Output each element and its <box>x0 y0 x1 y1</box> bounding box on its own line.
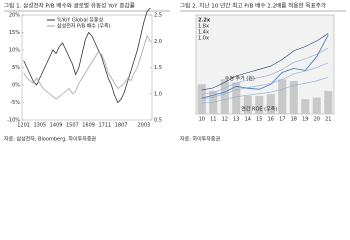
x-tick-label: 2003 <box>138 123 151 129</box>
series-line <box>201 77 329 104</box>
x-tick-label: 12 <box>222 117 228 123</box>
x-tick-label: 1507 <box>66 123 79 129</box>
bar <box>266 94 275 114</box>
chart-title: 그림 1. 삼성전자 P/B 배수와 글로벌 유동성 YoY 증감률 <box>4 2 135 10</box>
y-tick-label: 15% <box>9 30 20 36</box>
series-label: 연간 ROE (우측) <box>241 106 277 113</box>
y-tick-label: 5% <box>12 65 20 71</box>
y2-tick-label: 1.5 <box>154 65 162 71</box>
x-tick-label: 19 <box>302 117 308 123</box>
bar <box>220 79 229 114</box>
y-tick-label: 20% <box>9 13 20 19</box>
y2-tick-label: 1.0 <box>154 91 162 97</box>
chart: 그림 1. 삼성전자 P/B 배수와 글로벌 유동성 YoY 증감률 그림 2.… <box>4 2 346 143</box>
x-tick-label: 20 <box>314 117 320 123</box>
series-label: 수정 주가 (원) <box>225 75 255 82</box>
x-tick-label: 13 <box>233 117 239 123</box>
series-line <box>201 33 329 91</box>
y2-tick-label: 2.0 <box>154 39 162 45</box>
source: 자료: 하이투자증권 <box>180 136 220 143</box>
bar <box>324 90 333 114</box>
y-tick-label: -5% <box>10 100 20 106</box>
legend-label: 삼성전자 P/B 배수 (우측) <box>57 23 111 30</box>
x-tick-label: 1807 <box>115 123 128 129</box>
x-tick-label: 1609 <box>82 123 95 129</box>
plot-area <box>195 14 335 115</box>
x-tick-label: 1711 <box>99 123 112 129</box>
x-tick-label: 1409 <box>50 123 63 129</box>
y-tick-label: -10% <box>7 118 20 124</box>
y2-tick-label: 2.5 <box>154 13 162 19</box>
series-label: 2.2x <box>198 18 211 24</box>
series-label: 1.0x <box>198 36 209 42</box>
bar <box>209 90 218 114</box>
page: 그림 1. 삼성전자 P/B 배수와 글로벌 유동성 YoY 증감률 그림 2.… <box>4 1 346 143</box>
bar <box>312 97 321 114</box>
series-line <box>201 34 329 99</box>
bar <box>255 95 264 114</box>
plot-area <box>21 14 153 121</box>
bar <box>197 84 206 114</box>
bar <box>289 81 298 114</box>
x-tick-label: 1305 <box>34 123 47 129</box>
x-tick-label: 14 <box>245 117 251 123</box>
x-tick-label: 16 <box>268 117 274 123</box>
x-tick-label: 1201 <box>17 123 30 129</box>
x-tick-label: 11 <box>210 117 216 123</box>
bar <box>232 82 241 114</box>
bar <box>301 99 310 114</box>
y-tick-label: 0% <box>12 83 20 89</box>
y2-tick-label: 0.5 <box>154 118 162 124</box>
x-tick-label: 18 <box>291 117 297 123</box>
series-line <box>23 7 151 104</box>
series-line <box>201 47 329 95</box>
x-tick-label: 10 <box>199 117 205 123</box>
bar <box>278 79 287 114</box>
bar <box>243 95 252 114</box>
source: 자료: 삼성전자, Bloomberg, 하이투자증권 <box>4 136 96 143</box>
y-tick-label: 10% <box>9 48 20 54</box>
x-tick-label: 21 <box>325 117 331 123</box>
x-tick-label: 15 <box>256 117 262 123</box>
x-tick-label: 17 <box>279 117 285 123</box>
series-label: 1.4x <box>198 30 209 36</box>
series-line <box>201 62 329 100</box>
series-line <box>23 35 151 100</box>
chart-title: 그림 2. 지난 10 년간 최고 P/B 배수 2.2배를 적용한 목표주가 <box>180 2 326 10</box>
legend-label: %YoY Global 유동성 <box>57 17 103 24</box>
series-label: 1.8x <box>198 24 209 30</box>
